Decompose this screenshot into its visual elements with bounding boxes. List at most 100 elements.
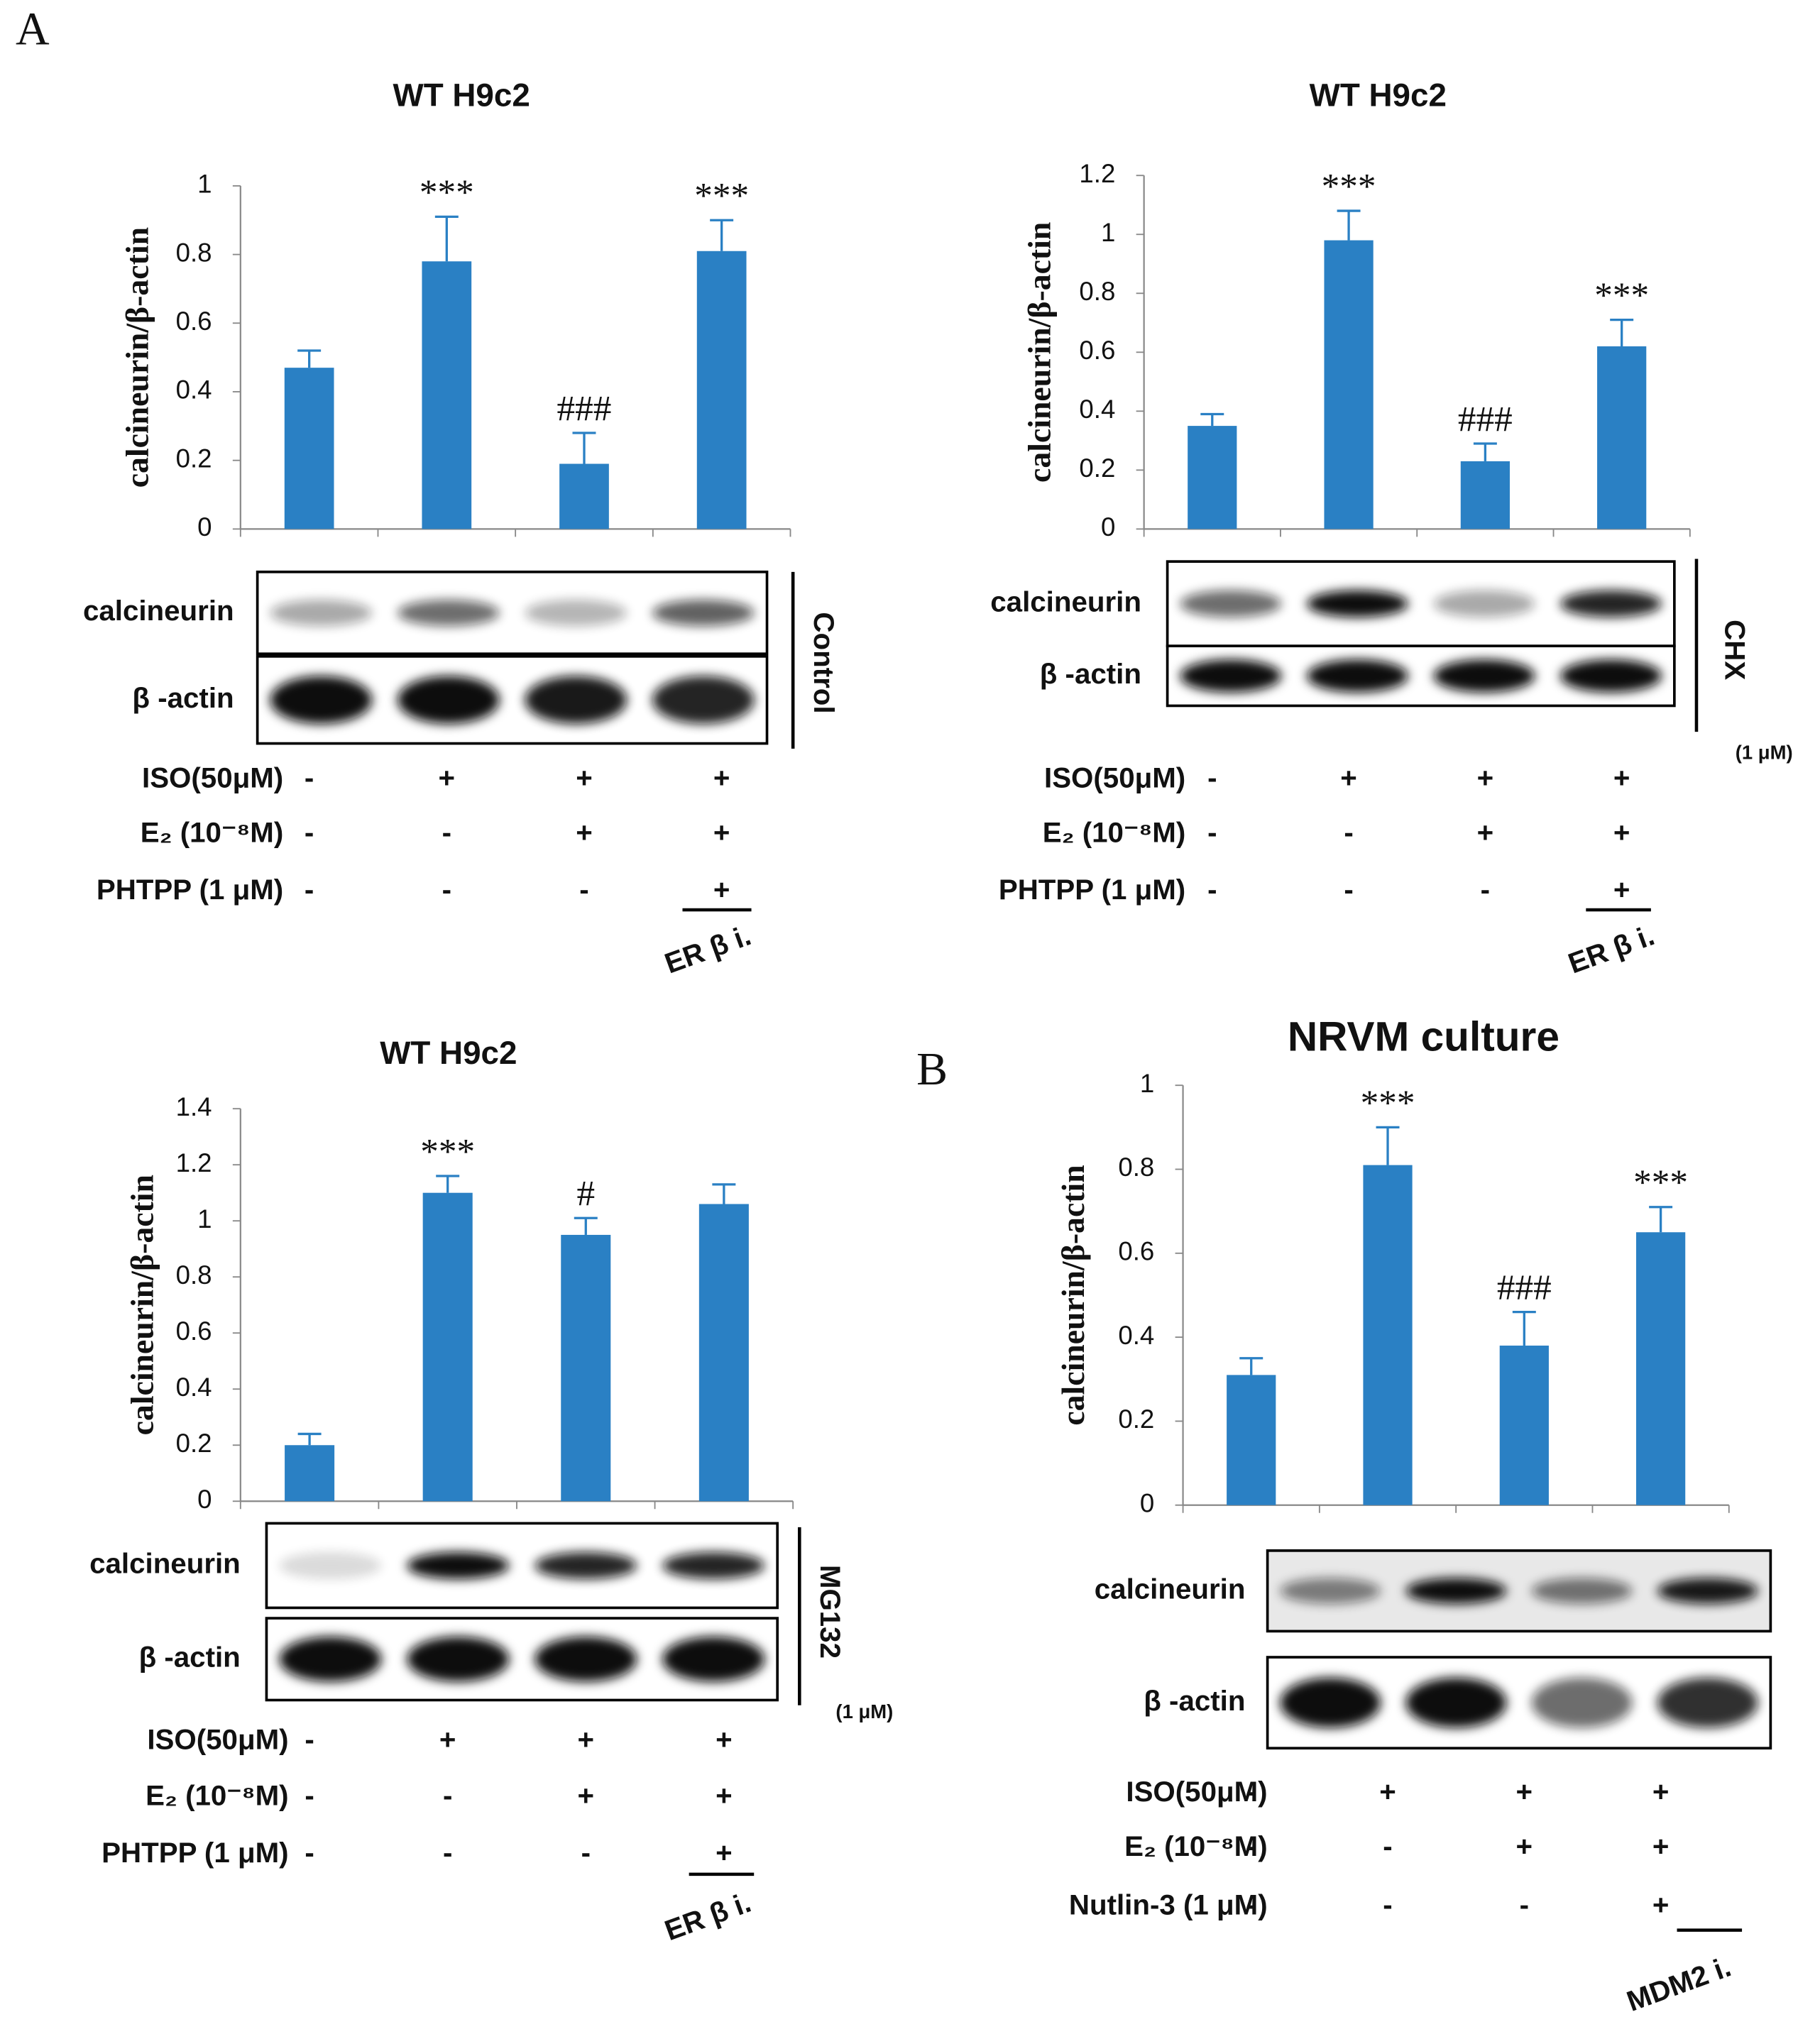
treatment-sign: + (1477, 816, 1494, 848)
significance-label: *** (1594, 275, 1649, 316)
bar (1324, 240, 1374, 529)
significance-label: *** (420, 172, 474, 213)
panel-label: B (916, 1043, 948, 1095)
y-tick-label: 0.2 (1079, 454, 1115, 483)
y-tick-label: 0.4 (176, 1373, 212, 1402)
treatment-label: Nutlin-3 (1 μM) (1069, 1889, 1268, 1920)
blot-band (398, 676, 500, 724)
blot-band (407, 1637, 510, 1682)
bar (1597, 346, 1647, 529)
bar (559, 463, 609, 529)
significance-label: ### (557, 388, 612, 429)
y-tick-label: 0.4 (176, 375, 212, 405)
treatment-sign: - (1344, 816, 1353, 848)
error-bar (1610, 318, 1634, 347)
y-tick-label: 0.6 (176, 1317, 212, 1346)
treatment-label: E₂ (10⁻⁸M) (1124, 1830, 1267, 1862)
y-tick-label: 0.2 (1118, 1405, 1154, 1434)
y-tick-label: 1.2 (176, 1148, 212, 1177)
treatment-sign: + (713, 816, 730, 848)
treatment-label: E₂ (10⁻⁸M) (1043, 816, 1185, 848)
error-bar (1337, 209, 1361, 241)
treatment-sign: + (439, 1724, 456, 1756)
treatment-sign: + (1652, 1776, 1670, 1808)
panel-label: A (16, 4, 50, 55)
blot-band (1531, 1578, 1633, 1604)
treatment-sign: - (1383, 1889, 1392, 1920)
blot-label: β -actin (1040, 658, 1141, 690)
blot-band (535, 1637, 637, 1682)
y-tick-label: 0.8 (176, 1260, 212, 1290)
blot-band (279, 1637, 382, 1682)
error-bar (574, 1216, 598, 1235)
treatment-sign: + (1516, 1776, 1533, 1808)
blot-band (652, 676, 755, 724)
y-tick-label: 0.4 (1118, 1321, 1154, 1350)
treatment-sign: + (1340, 762, 1357, 793)
treatment-label: PHTPP (1 μM) (102, 1837, 288, 1869)
bar (1227, 1375, 1276, 1505)
bracket-label: ER β i. (661, 1886, 755, 1947)
condition-label: MG132 (814, 1565, 846, 1659)
bar (696, 251, 747, 529)
error-bar (712, 1183, 736, 1204)
treatment-sign: - (1520, 1889, 1529, 1920)
treatment-sign: + (716, 1724, 733, 1756)
chart-title: NRVM culture (1288, 1014, 1559, 1060)
treatment-sign: - (1383, 1830, 1392, 1862)
error-bar (710, 219, 734, 251)
error-bar (1376, 1126, 1400, 1165)
blot-band (535, 1551, 637, 1579)
treatment-sign: - (1207, 762, 1217, 793)
treatment-sign: + (716, 1779, 733, 1811)
treatment-sign: + (1379, 1776, 1396, 1808)
significance-label: *** (1361, 1083, 1415, 1123)
y-tick-label: 1 (1140, 1069, 1154, 1098)
treatment-sign: + (578, 1779, 595, 1811)
blot-label: calcineurin (83, 595, 234, 627)
significance-label: *** (694, 176, 749, 216)
blot-band (1405, 1578, 1507, 1604)
treatment-sign: + (1613, 816, 1630, 848)
treatment-sign: - (443, 1837, 452, 1869)
y-axis-label: calcineurin/β-actin (119, 227, 155, 488)
bar (698, 1204, 749, 1502)
chart-title: WT H9c2 (380, 1035, 517, 1071)
treatment-label: PHTPP (1 μM) (999, 874, 1185, 906)
y-tick-label: 0 (1140, 1488, 1154, 1517)
y-tick-label: 0.6 (1118, 1237, 1154, 1266)
blot-band (1531, 1677, 1633, 1728)
blot-band (652, 600, 755, 626)
treatment-sign: - (1207, 816, 1217, 848)
treatment-sign: + (578, 1724, 595, 1756)
y-tick-label: 1.4 (176, 1092, 212, 1121)
blot-band (1280, 1578, 1381, 1604)
significance-label: *** (420, 1131, 475, 1172)
blot-label: calcineurin (89, 1548, 241, 1580)
blot-band (1405, 1677, 1507, 1728)
blot-band (1180, 590, 1282, 617)
y-tick-label: 0.6 (176, 307, 212, 336)
blot-label: β -actin (139, 1641, 241, 1673)
y-tick-label: 0 (197, 512, 212, 542)
error-bar (572, 432, 596, 464)
treatment-sign: - (1246, 1889, 1256, 1920)
blot-band (270, 676, 373, 724)
treatment-sign: - (1207, 874, 1217, 906)
treatment-sign: + (439, 762, 456, 793)
treatment-sign: + (576, 762, 593, 793)
bar (1363, 1165, 1413, 1505)
y-tick-label: 0.2 (176, 1429, 212, 1458)
bar (422, 261, 472, 529)
y-tick-label: 0.8 (176, 238, 212, 267)
blot-band (1307, 590, 1408, 617)
treatment-sign: + (1613, 762, 1630, 793)
treatment-sign: - (1481, 874, 1490, 906)
blot-band (1180, 659, 1282, 693)
treatment-sign: - (581, 1837, 591, 1869)
treatment-sign: - (305, 1837, 314, 1869)
blot-band (398, 600, 500, 626)
error-bar (297, 349, 322, 368)
blot-band (1560, 659, 1662, 693)
